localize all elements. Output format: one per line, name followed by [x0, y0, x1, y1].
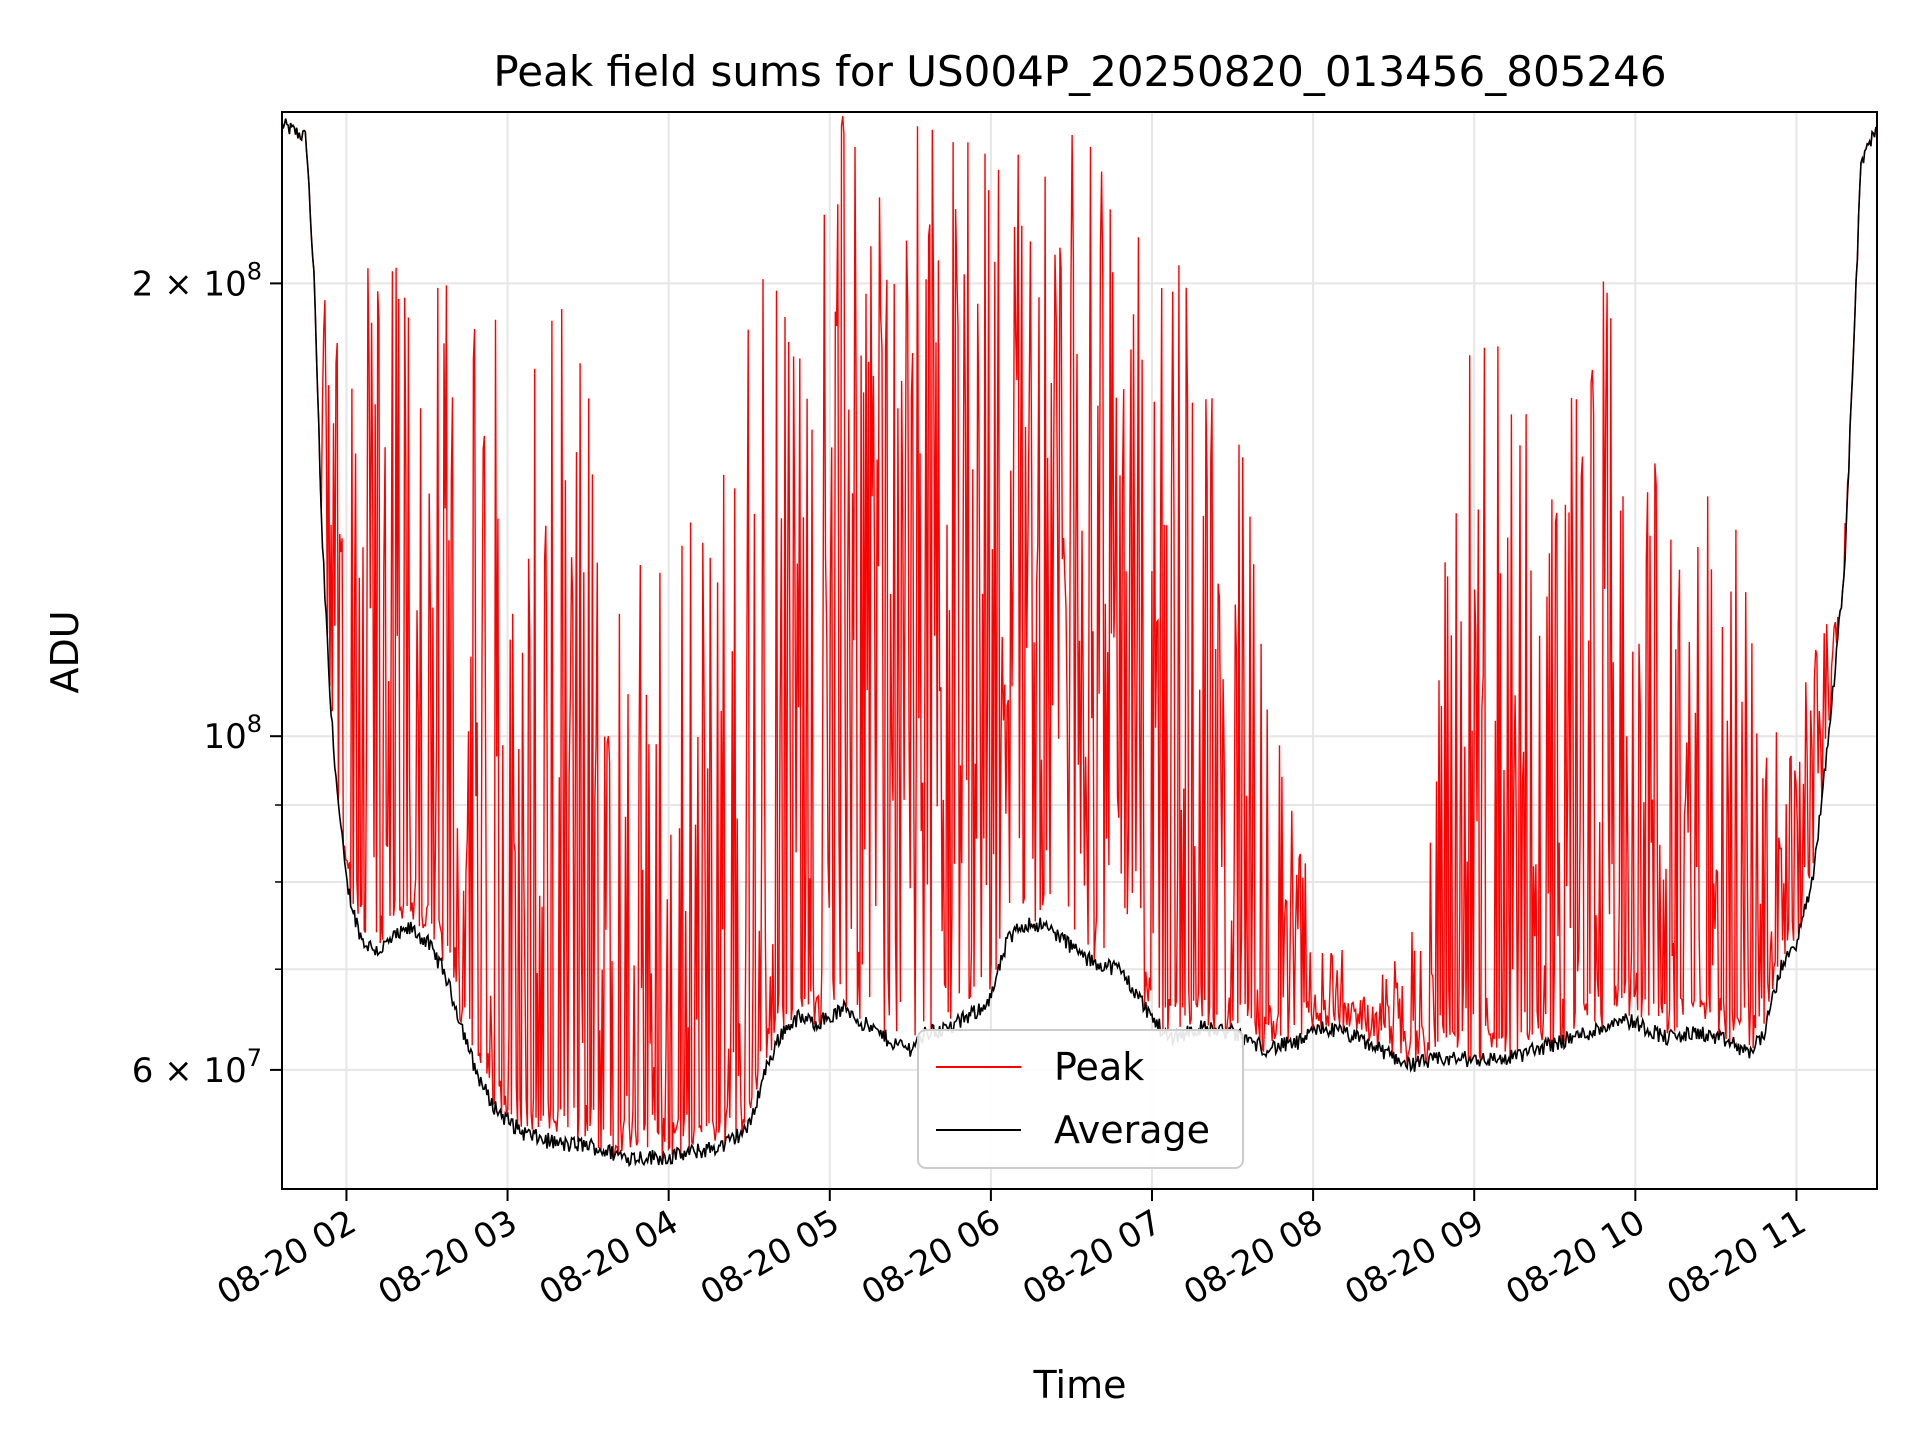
- x-axis-label: Time: [1033, 1363, 1127, 1407]
- plot-area: [282, 115, 1877, 1168]
- y-axis: 6 × 107 108 2 × 108: [132, 257, 282, 1091]
- legend: Peak Average: [917, 1029, 1244, 1169]
- chart-title: Peak field sums for US004P_20250820_0134…: [493, 47, 1666, 96]
- y-tick-label: 2 × 108: [132, 257, 262, 304]
- y-tick-label: 108: [203, 710, 262, 757]
- y-tick-label: 6 × 107: [132, 1044, 262, 1091]
- legend-label-peak: Peak: [1054, 1045, 1144, 1089]
- legend-box: [917, 1029, 1244, 1169]
- series-line-average: [282, 118, 1877, 1168]
- legend-label-average: Average: [1054, 1108, 1210, 1152]
- plot-frame: [281, 111, 1878, 1190]
- y-axis-label: ADU: [43, 610, 87, 693]
- series-line-peak: [282, 115, 1877, 1161]
